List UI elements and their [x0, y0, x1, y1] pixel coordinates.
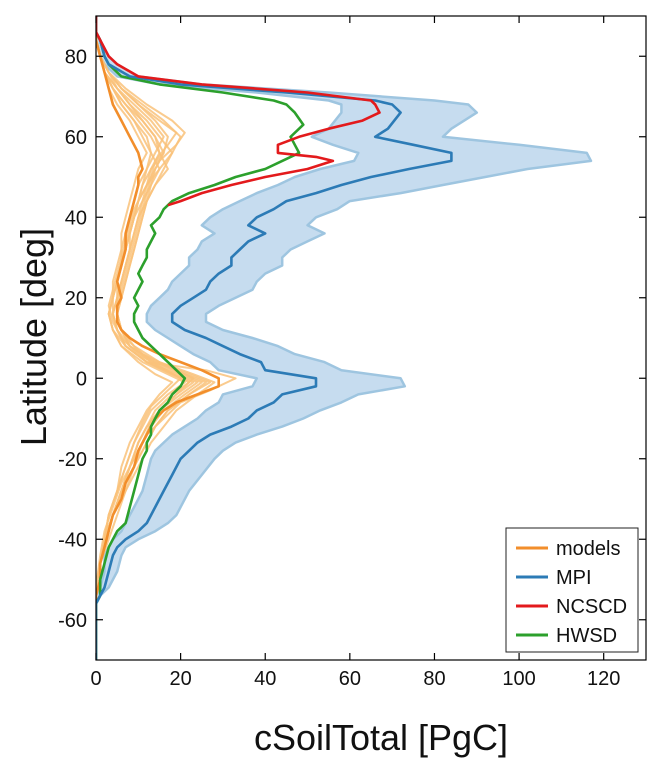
y-tick-label--60: -60 [58, 610, 87, 632]
x-tick-label-20: 20 [169, 668, 191, 690]
plot-area [96, 16, 593, 660]
y-tick-label--40: -40 [58, 529, 87, 551]
hwsd-line [96, 16, 305, 660]
x-axis-title: cSoilTotal [PgC] [254, 717, 508, 758]
x-tick-label-80: 80 [423, 668, 445, 690]
y-axis-title: Latitude [deg] [13, 228, 54, 446]
model-run-line-12 [96, 39, 195, 588]
plot-layer [96, 16, 593, 660]
models-mean-line [96, 16, 220, 660]
x-tick-label-60: 60 [339, 668, 361, 690]
y-tick-label-0: 0 [76, 368, 87, 390]
y-tick-label-20: 20 [65, 288, 87, 310]
mpi-line [96, 16, 453, 660]
x-tick-label-40: 40 [254, 668, 276, 690]
mpi-band [96, 16, 593, 660]
legend-label-models: models [556, 538, 620, 560]
plot-frame [95, 15, 647, 661]
x-tick-label-100: 100 [502, 668, 535, 690]
y-tick-label-60: 60 [65, 127, 87, 149]
ncscd-line [96, 16, 381, 207]
y-tick-label--20: -20 [58, 449, 87, 471]
legend-label-mpi: MPI [556, 567, 592, 589]
y-tick-label-40: 40 [65, 207, 87, 229]
legend-label-hwsd: HWSD [556, 625, 617, 647]
legend-label-ncscd: NCSCD [556, 596, 627, 618]
legend: models MPI NCSCD HWSD [505, 527, 639, 653]
x-tick-label-120: 120 [587, 668, 620, 690]
x-tick-label-0: 0 [90, 668, 101, 690]
y-tick-label-80: 80 [65, 46, 87, 68]
axes-layer: 0 20 40 60 80 100 120 -60 -40 -20 0 20 40 60 80 [58, 15, 647, 690]
